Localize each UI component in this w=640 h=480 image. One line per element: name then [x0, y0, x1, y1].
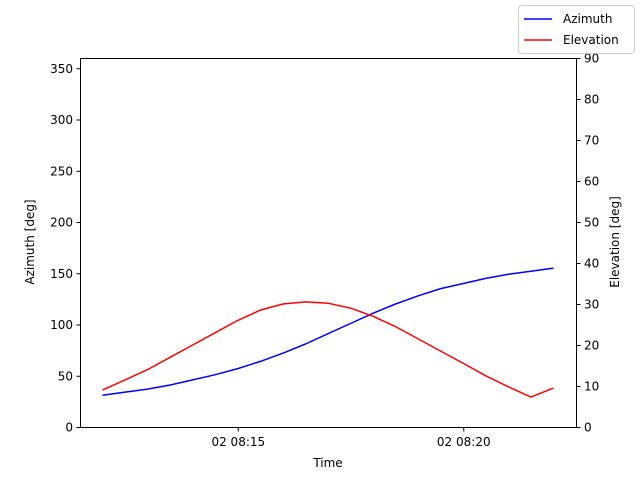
right-y-tick-label: 0	[584, 421, 592, 435]
left-y-tick-label: 50	[58, 369, 73, 383]
left-y-tick-label: 150	[50, 267, 73, 281]
right-y-tick-label: 40	[584, 257, 599, 271]
right-y-axis-label: Elevation [deg]	[608, 196, 622, 288]
plot-area	[80, 58, 577, 428]
legend-label-azimuth: Azimuth	[563, 12, 612, 26]
right-y-tick-label: 20	[584, 339, 599, 353]
left-y-tick-label: 100	[50, 318, 73, 332]
x-tick-label: 02 08:15	[211, 435, 265, 449]
left-y-tick-label: 300	[50, 113, 73, 127]
series-layer	[102, 267, 554, 398]
right-y-tick-label: 70	[584, 134, 599, 148]
left-y-tick-label: 250	[50, 164, 73, 178]
left-y-tick-label: 0	[65, 421, 73, 435]
right-y-tick-label: 50	[584, 216, 599, 230]
left-y-tick-label: 200	[50, 216, 73, 230]
legend-label-elevation: Elevation	[563, 33, 619, 47]
left-y-tick-label: 350	[50, 62, 73, 76]
right-y-tick-label: 10	[584, 380, 599, 394]
left-y-axis: 0 50 100 150 200 250 300 350	[50, 62, 81, 435]
right-y-tick-label: 90	[584, 52, 599, 66]
series-line-azimuth	[102, 267, 554, 396]
x-tick-label: 02 08:20	[437, 435, 491, 449]
legend-box	[518, 5, 635, 54]
right-y-tick-label: 60	[584, 175, 599, 189]
right-y-axis: 0 10 20 30 40 50 60 70 80 90	[576, 52, 599, 435]
plot-frame	[80, 58, 577, 428]
legend: Azimuth Elevation	[518, 5, 635, 54]
x-axis-label: Time	[312, 456, 342, 470]
series-line-elevation	[102, 301, 554, 398]
x-axis: 02 08:15 02 08:20	[211, 427, 491, 449]
right-y-tick-label: 80	[584, 93, 599, 107]
right-y-tick-label: 30	[584, 298, 599, 312]
left-y-axis-label: Azimuth [deg]	[23, 199, 37, 284]
